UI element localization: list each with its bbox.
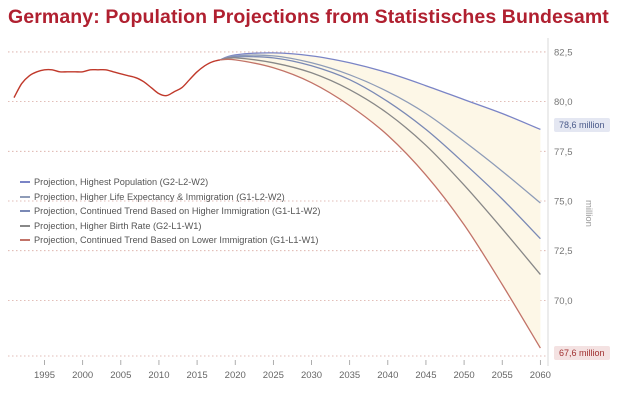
series-line-g1-l1-w2	[219, 56, 541, 240]
y-tick-label: 82,5	[554, 47, 573, 58]
x-tick-label: 2010	[148, 370, 169, 381]
y-axis: 82,5 80,0 77,5 75,0 72,5 70,0	[554, 47, 573, 306]
legend-swatch	[20, 239, 30, 242]
x-tick-label: 2030	[301, 370, 322, 381]
x-tick-label: 2000	[72, 370, 93, 381]
x-tick-label: 2020	[225, 370, 246, 381]
x-tick-label: 2025	[263, 370, 284, 381]
y-tick-label: 77,5	[554, 147, 573, 158]
y-tick-label: 80,0	[554, 97, 573, 108]
legend-label: Projection, Continued Trend Based on Hig…	[34, 206, 321, 217]
x-tick-label: 2055	[492, 370, 513, 381]
series-lines	[13, 52, 541, 349]
x-tick-label: 2040	[377, 370, 398, 381]
legend-item: Projection, Continued Trend Based on Low…	[20, 233, 320, 248]
series-line-g2-l1-w1	[219, 57, 541, 275]
projection-range-area	[220, 52, 541, 349]
x-tick-label: 2015	[187, 370, 208, 381]
gridlines	[8, 38, 549, 366]
chart-legend: Projection, Highest Population (G2-L2-W2…	[20, 175, 320, 248]
y-axis-label: million	[583, 200, 594, 227]
legend-swatch	[20, 181, 30, 184]
legend-item: Projection, Continued Trend Based on Hig…	[20, 204, 320, 219]
x-tick-label: 2005	[110, 370, 131, 381]
legend-label: Projection, Highest Population (G2-L2-W2…	[34, 177, 209, 188]
y-tick-label: 70,0	[554, 296, 573, 307]
series-line-g2-l2-w2	[219, 52, 541, 131]
x-tick-label: 2045	[415, 370, 436, 381]
legend-swatch	[20, 210, 30, 213]
legend-item: Projection, Highest Population (G2-L2-W2…	[20, 175, 320, 190]
legend-item: Projection, Higher Life Expectancy & Imm…	[20, 190, 320, 205]
series-historical-line	[13, 59, 221, 98]
annotation-lowest-2060: 67,6 million	[554, 346, 610, 360]
legend-swatch	[20, 195, 30, 198]
x-axis: 1995 2000 2005 2010 2015 2020 2025 2030 2035 2040…	[34, 360, 551, 381]
x-tick-label: 1995	[34, 370, 55, 381]
legend-label: Projection, Continued Trend Based on Low…	[34, 235, 319, 246]
y-tick-label: 72,5	[554, 246, 573, 257]
projection-band	[220, 52, 541, 349]
legend-swatch	[20, 224, 30, 227]
legend-item: Projection, Higher Birth Rate (G2-L1-W1)	[20, 219, 320, 234]
series-line-g1-l1-w1	[219, 58, 541, 349]
chart-title: Germany: Population Projections from Sta…	[8, 6, 609, 28]
annotation-highest-2060: 78,6 million	[554, 118, 610, 132]
series-line-g1-l2-w2	[219, 54, 541, 204]
legend-label: Projection, Higher Birth Rate (G2-L1-W1)	[34, 220, 202, 231]
y-tick-label: 75,0	[554, 196, 573, 207]
x-tick-label: 2035	[339, 370, 360, 381]
x-tick-label: 2050	[454, 370, 475, 381]
x-tick-label: 2060	[530, 370, 551, 381]
legend-label: Projection, Higher Life Expectancy & Imm…	[34, 191, 285, 202]
